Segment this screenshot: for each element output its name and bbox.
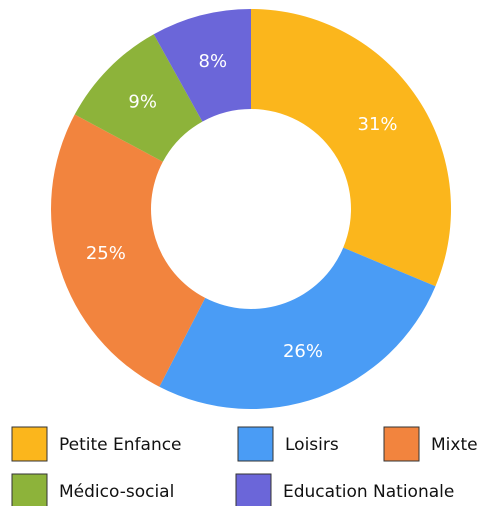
donut-slice (153, 9, 251, 122)
legend-label: Loisirs (285, 435, 339, 455)
legend-swatch (237, 426, 274, 462)
donut-slice (50, 114, 206, 387)
data-label: 26% (283, 341, 323, 362)
legend-label: Petite Enfance (59, 435, 182, 455)
legend-swatch (235, 473, 272, 506)
legend-swatch (11, 426, 48, 462)
legend-swatch (383, 426, 420, 462)
data-label: 25% (86, 243, 126, 264)
legend-label: Mixte (431, 435, 478, 455)
legend-swatch (11, 473, 48, 506)
donut-slice (74, 34, 203, 162)
legend-label: Education Nationale (283, 482, 454, 502)
donut-slice (159, 247, 436, 409)
data-label: 31% (358, 114, 398, 135)
donut-slice (251, 9, 451, 287)
legend-label: Médico-social (59, 482, 174, 502)
data-label: 9% (128, 91, 157, 112)
data-label: 8% (199, 51, 228, 72)
